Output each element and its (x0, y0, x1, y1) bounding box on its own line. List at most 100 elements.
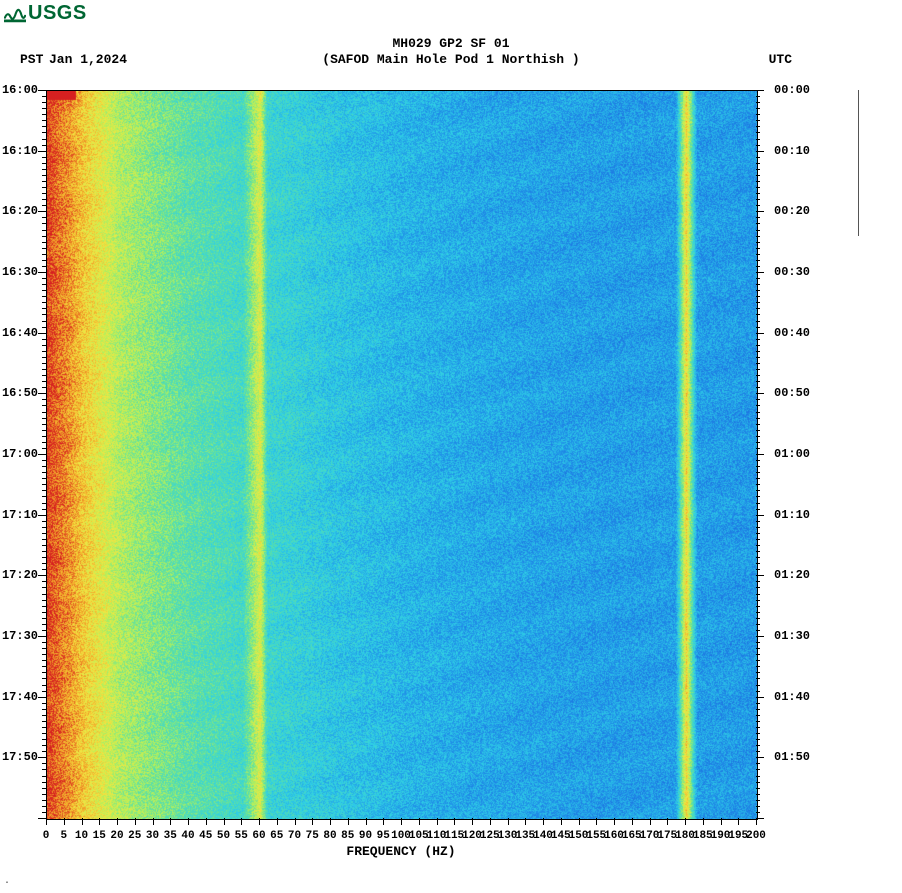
y-tick-left (42, 666, 46, 667)
y-tick-right (756, 363, 760, 364)
y-tick-left (42, 551, 46, 552)
y-tick-right (756, 157, 760, 158)
y-label-left: 17:00 (2, 447, 38, 461)
y-tick-left (42, 169, 46, 170)
y-tick-left (42, 751, 46, 752)
y-label-left: 17:30 (2, 629, 38, 643)
y-tick-left (42, 193, 46, 194)
footer-marker: · (4, 878, 10, 889)
x-label: 40 (181, 830, 194, 842)
x-label: 65 (270, 830, 283, 842)
y-tick-left (42, 581, 46, 582)
x-tick (490, 818, 491, 825)
y-tick-right (756, 199, 760, 200)
y-label-left: 17:10 (2, 508, 38, 522)
x-tick (703, 818, 704, 825)
usgs-logo-text: USGS (28, 2, 87, 25)
y-tick-left (38, 515, 46, 516)
x-tick (561, 818, 562, 825)
x-tick (667, 818, 668, 825)
y-tick-left (42, 782, 46, 783)
x-label: 55 (235, 830, 248, 842)
y-tick-right (756, 606, 760, 607)
x-label: 5 (60, 830, 67, 842)
y-tick-left (42, 102, 46, 103)
y-tick-right (756, 527, 760, 528)
y-tick-right (756, 308, 760, 309)
y-tick-right (756, 399, 760, 400)
y-tick-left (38, 90, 46, 91)
y-tick-right (756, 697, 764, 698)
y-tick-right (756, 782, 760, 783)
x-tick (348, 818, 349, 825)
y-tick-left (42, 745, 46, 746)
y-tick-right (756, 600, 760, 601)
y-tick-left (42, 733, 46, 734)
y-tick-right (756, 211, 764, 212)
y-tick-left (42, 223, 46, 224)
x-label: 0 (43, 830, 50, 842)
y-tick-left (42, 715, 46, 716)
y-tick-left (38, 393, 46, 394)
y-tick-right (756, 557, 760, 558)
y-tick-left (42, 442, 46, 443)
x-tick (437, 818, 438, 825)
y-tick-left (42, 685, 46, 686)
y-tick-left (38, 272, 46, 273)
y-tick-left (42, 466, 46, 467)
y-tick-left (42, 157, 46, 158)
y-tick-left (38, 211, 46, 212)
y-tick-left (42, 108, 46, 109)
y-tick-right (756, 685, 760, 686)
x-tick (135, 818, 136, 825)
y-tick-left (42, 654, 46, 655)
x-tick (170, 818, 171, 825)
x-label: 70 (288, 830, 301, 842)
y-tick-left (42, 175, 46, 176)
y-tick-right (756, 800, 760, 801)
y-tick-right (756, 120, 760, 121)
y-tick-left (42, 199, 46, 200)
y-tick-left (42, 557, 46, 558)
y-tick-right (756, 709, 760, 710)
y-tick-right (756, 618, 760, 619)
y-tick-right (756, 763, 760, 764)
y-tick-left (42, 648, 46, 649)
x-tick (330, 818, 331, 825)
y-tick-left (42, 709, 46, 710)
y-tick-right (756, 230, 760, 231)
y-tick-left (42, 769, 46, 770)
y-tick-right (756, 715, 760, 716)
y-tick-left (42, 436, 46, 437)
y-tick-left (42, 163, 46, 164)
y-tick-right (756, 545, 760, 546)
y-tick-left (42, 302, 46, 303)
plot-title-line1: MH029 GP2 SF 01 (392, 36, 509, 51)
y-tick-left (42, 345, 46, 346)
y-tick-right (756, 321, 760, 322)
right-timezone-label: UTC (769, 52, 792, 67)
y-tick-left (42, 569, 46, 570)
y-tick-left (38, 818, 46, 819)
y-tick-right (756, 703, 760, 704)
y-tick-right (756, 490, 760, 491)
y-label-right: 01:20 (774, 568, 810, 582)
y-tick-left (42, 357, 46, 358)
y-tick-left (42, 412, 46, 413)
y-tick-right (756, 272, 764, 273)
y-tick-right (756, 672, 760, 673)
y-axis-left: 16:0016:1016:2016:3016:4016:5017:0017:10… (0, 90, 46, 818)
y-label-right: 00:50 (774, 386, 810, 400)
x-tick (419, 818, 420, 825)
y-tick-left (42, 594, 46, 595)
y-tick-right (756, 102, 760, 103)
y-label-left: 16:20 (2, 204, 38, 218)
y-tick-right (756, 248, 760, 249)
y-tick-right (756, 594, 760, 595)
y-tick-right (756, 460, 760, 461)
y-tick-right (756, 581, 760, 582)
y-tick-right (756, 454, 764, 455)
y-tick-right (756, 727, 760, 728)
x-tick (650, 818, 651, 825)
y-tick-left (42, 278, 46, 279)
